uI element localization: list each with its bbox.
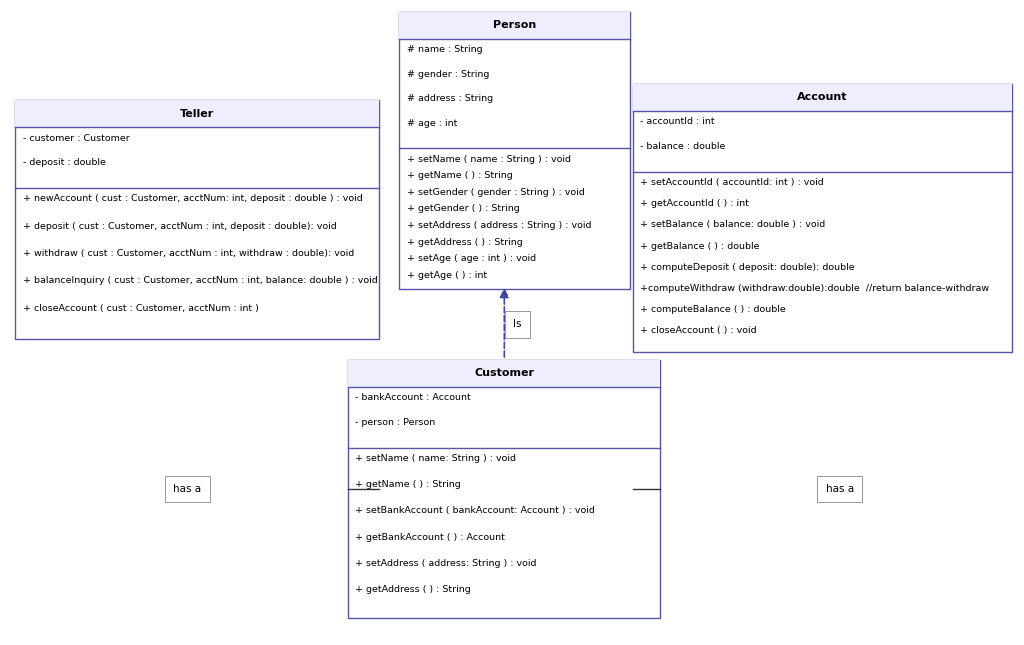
Text: - accountId : int: - accountId : int — [640, 117, 715, 126]
Text: + closeAccount ( ) : void: + closeAccount ( ) : void — [640, 326, 757, 335]
Text: + setName ( name: String ) : void: + setName ( name: String ) : void — [355, 454, 516, 463]
Text: Is: Is — [513, 319, 521, 330]
Text: + getGender ( ) : String: + getGender ( ) : String — [407, 204, 519, 213]
Text: Account: Account — [797, 92, 848, 103]
Bar — [348, 360, 660, 387]
Text: +computeWithdraw (withdraw:double):double  //return balance-withdraw: +computeWithdraw (withdraw:double):doubl… — [640, 284, 989, 293]
Text: # age : int: # age : int — [407, 119, 457, 128]
Text: + newAccount ( cust : Customer, acctNum: int, deposit : double ) : void: + newAccount ( cust : Customer, acctNum:… — [23, 194, 362, 203]
Text: + setBalance ( balance: double ) : void: + setBalance ( balance: double ) : void — [640, 221, 825, 230]
Text: # gender : String: # gender : String — [407, 70, 488, 79]
Text: + getAccountId ( ) : int: + getAccountId ( ) : int — [640, 199, 749, 208]
Text: + getAddress ( ) : String: + getAddress ( ) : String — [355, 585, 471, 594]
Text: + getAddress ( ) : String: + getAddress ( ) : String — [407, 237, 522, 246]
Text: - balance : double: - balance : double — [640, 142, 725, 151]
Text: - bankAccount : Account: - bankAccount : Account — [355, 393, 471, 402]
Text: Teller: Teller — [180, 108, 214, 119]
Text: has a: has a — [173, 484, 202, 494]
Text: + setAccountId ( accountId: int ) : void: + setAccountId ( accountId: int ) : void — [640, 178, 823, 187]
Text: + getBalance ( ) : double: + getBalance ( ) : double — [640, 241, 760, 250]
Text: # address : String: # address : String — [407, 94, 493, 103]
Text: + computeBalance ( ) : double: + computeBalance ( ) : double — [640, 305, 785, 314]
Text: + setAge ( age : int ) : void: + setAge ( age : int ) : void — [407, 254, 536, 263]
Text: + closeAccount ( cust : Customer, acctNum : int ): + closeAccount ( cust : Customer, acctNu… — [23, 304, 258, 313]
Text: + getName ( ) : String: + getName ( ) : String — [355, 481, 461, 490]
Text: + setBankAccount ( bankAccount: Account ) : void: + setBankAccount ( bankAccount: Account … — [355, 506, 595, 515]
Bar — [633, 84, 1012, 352]
Text: + computeDeposit ( deposit: double): double: + computeDeposit ( deposit: double): dou… — [640, 263, 855, 272]
Bar — [399, 12, 630, 39]
Text: - deposit : double: - deposit : double — [23, 158, 105, 167]
Bar — [633, 84, 1012, 111]
Text: + withdraw ( cust : Customer, acctNum : int, withdraw : double): void: + withdraw ( cust : Customer, acctNum : … — [23, 249, 353, 258]
Text: Customer: Customer — [474, 368, 535, 379]
Text: + setGender ( gender : String ) : void: + setGender ( gender : String ) : void — [407, 188, 585, 197]
Bar — [348, 360, 660, 618]
Text: + setName ( name : String ) : void: + setName ( name : String ) : void — [407, 155, 570, 164]
Bar — [15, 100, 379, 127]
Text: Person: Person — [493, 20, 537, 30]
Text: + getBankAccount ( ) : Account: + getBankAccount ( ) : Account — [355, 533, 505, 542]
Text: has a: has a — [825, 484, 854, 494]
Bar — [15, 100, 379, 339]
Text: - person : Person: - person : Person — [355, 418, 435, 427]
Bar — [399, 12, 630, 289]
Text: # name : String: # name : String — [407, 45, 482, 54]
Text: + deposit ( cust : Customer, acctNum : int, deposit : double): void: + deposit ( cust : Customer, acctNum : i… — [23, 222, 336, 230]
Text: + getName ( ) : String: + getName ( ) : String — [407, 172, 512, 181]
Text: + setAddress ( address : String ) : void: + setAddress ( address : String ) : void — [407, 221, 591, 230]
Text: - customer : Customer: - customer : Customer — [23, 134, 129, 143]
Text: + balanceInquiry ( cust : Customer, acctNum : int, balance: double ) : void: + balanceInquiry ( cust : Customer, acct… — [23, 277, 377, 286]
Text: + setAddress ( address: String ) : void: + setAddress ( address: String ) : void — [355, 559, 537, 568]
Text: + getAge ( ) : int: + getAge ( ) : int — [407, 271, 486, 279]
